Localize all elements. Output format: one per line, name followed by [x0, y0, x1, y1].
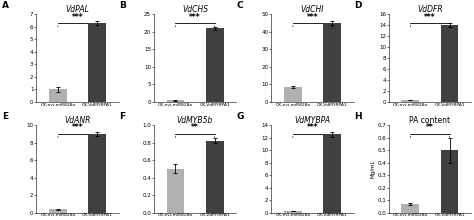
Text: H: H: [354, 112, 362, 121]
Text: **: **: [191, 123, 199, 132]
Title: PA content: PA content: [410, 116, 450, 125]
Y-axis label: Mg/mL: Mg/mL: [371, 160, 376, 178]
Text: ***: ***: [307, 123, 319, 132]
Bar: [206, 28, 224, 102]
Text: F: F: [119, 112, 125, 121]
Bar: [284, 211, 301, 213]
Text: ***: ***: [72, 13, 83, 22]
Bar: [441, 150, 458, 213]
Title: VdMYB5b: VdMYB5b: [177, 116, 213, 125]
Bar: [441, 25, 458, 102]
Text: E: E: [1, 112, 8, 121]
Bar: [49, 209, 67, 213]
Title: VdCHI: VdCHI: [301, 5, 324, 14]
Bar: [323, 23, 341, 102]
Bar: [323, 134, 341, 213]
Text: **: **: [426, 123, 434, 132]
Text: ***: ***: [424, 13, 436, 22]
Bar: [206, 141, 224, 213]
Text: ***: ***: [72, 123, 83, 132]
Text: G: G: [237, 112, 244, 121]
Text: B: B: [119, 1, 126, 10]
Title: VdDFR: VdDFR: [417, 5, 443, 14]
Bar: [166, 101, 184, 102]
Title: VdCHS: VdCHS: [182, 5, 208, 14]
Text: C: C: [237, 1, 243, 10]
Bar: [401, 100, 419, 102]
Title: VdMYBPA: VdMYBPA: [294, 116, 330, 125]
Title: VdANR: VdANR: [64, 116, 91, 125]
Bar: [284, 87, 301, 102]
Bar: [166, 169, 184, 213]
Text: ***: ***: [307, 13, 319, 22]
Bar: [49, 89, 67, 102]
Text: A: A: [1, 1, 9, 10]
Text: ***: ***: [189, 13, 201, 22]
Title: VdPAL: VdPAL: [65, 5, 90, 14]
Bar: [88, 23, 106, 102]
Text: D: D: [354, 1, 362, 10]
Bar: [401, 204, 419, 213]
Bar: [88, 134, 106, 213]
